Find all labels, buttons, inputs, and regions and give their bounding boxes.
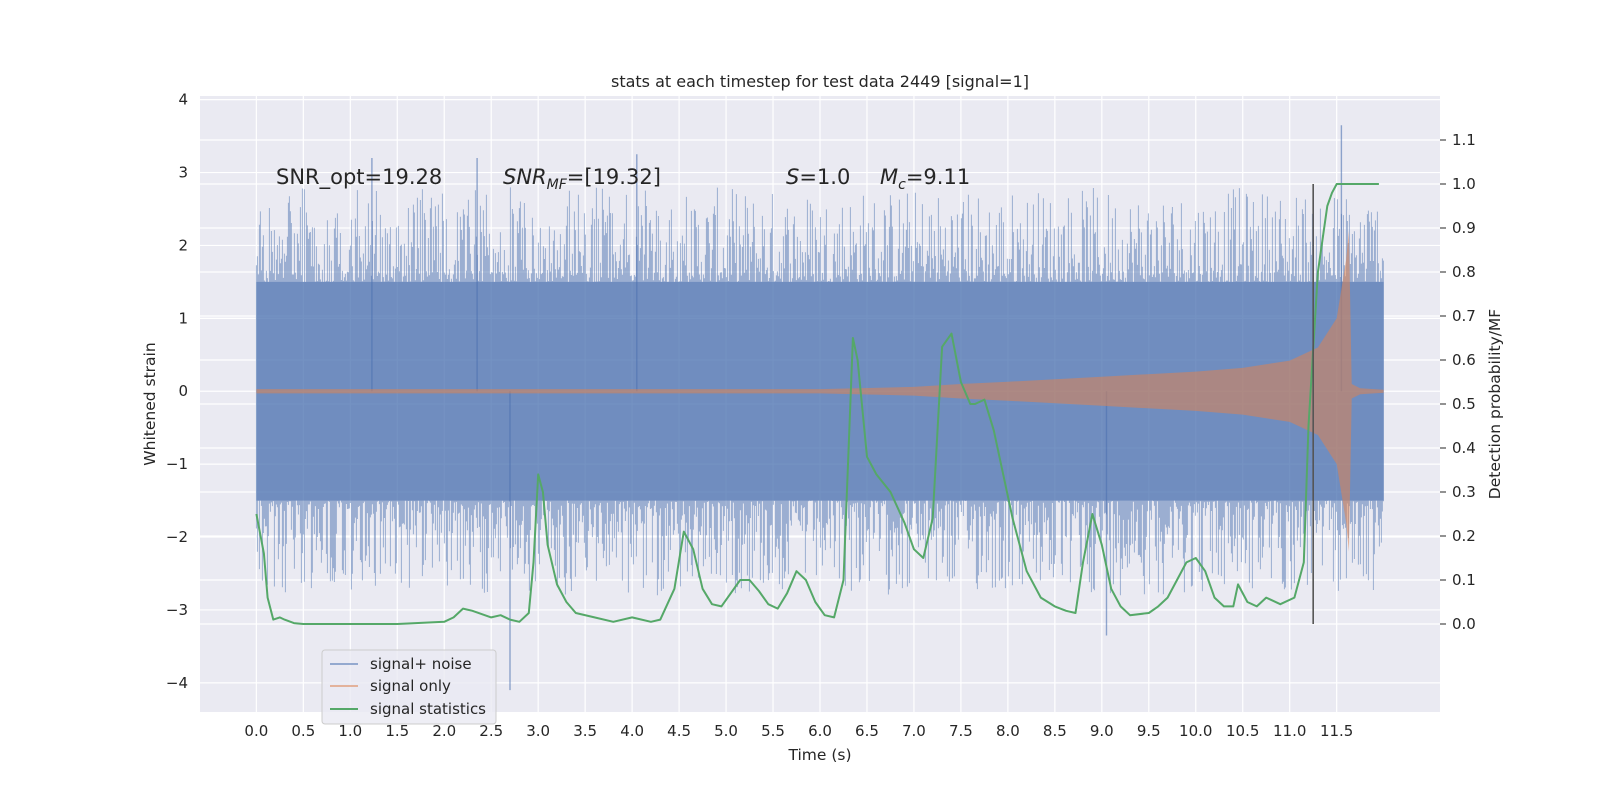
x-tick-label: 1.5 — [385, 722, 409, 740]
x-tick-label: 7.5 — [949, 722, 973, 740]
x-tick-label: 2.5 — [479, 722, 503, 740]
annotation-snr-mf: SNRMF=[19.32] — [503, 165, 661, 193]
y-tick-label: 2 — [178, 236, 188, 254]
signal-statistics-series — [255, 183, 1379, 625]
x-axis-label: Time (s) — [787, 746, 851, 764]
x-tick-label: 1.0 — [338, 722, 362, 740]
y2-tick-label: 0.4 — [1452, 439, 1476, 457]
y2-tick-label: 0.1 — [1452, 571, 1476, 589]
x-tick-label: 6.5 — [855, 722, 879, 740]
y2-tick-label: 0.7 — [1452, 307, 1476, 325]
x-tick-label: 5.0 — [714, 722, 738, 740]
y-tick-label: −4 — [166, 674, 188, 692]
y2-tick-label: 0.6 — [1452, 351, 1476, 369]
annotation-snr-opt: SNR_opt=19.28 — [276, 165, 442, 190]
y2-tick-label: 1.0 — [1452, 175, 1476, 193]
x-tick-label: 9.5 — [1137, 722, 1161, 740]
x-tick-label: 8.5 — [1043, 722, 1067, 740]
x-tick-label: 11.0 — [1273, 722, 1306, 740]
x-axis-ticks: 0.0 0.5 1.0 1.5 2.0 2.5 3.0 3.5 4.0 4.5 5.0 5.5 6.0 6… — [244, 722, 1353, 740]
legend-box — [321, 649, 497, 725]
y-tick-label: −3 — [166, 601, 188, 619]
y2-tick-label: 0.9 — [1452, 219, 1476, 237]
statistics-line — [255, 183, 1379, 625]
x-tick-label: 10.5 — [1226, 722, 1259, 740]
y2-tick-label: 0.8 — [1452, 263, 1476, 281]
legend-label-signal-only: signal only — [370, 677, 451, 695]
y-tick-label: −2 — [166, 528, 188, 546]
signal-only-series — [256, 230, 1384, 552]
x-tick-label: 3.0 — [526, 722, 550, 740]
x-tick-label: 0.5 — [291, 722, 315, 740]
y-axis-label: Whitened strain — [141, 342, 159, 465]
x-tick-label: 7.0 — [902, 722, 926, 740]
y2-axis-label: Detection probability/MF — [1486, 309, 1504, 500]
y2-tick-label: 1.1 — [1452, 131, 1476, 149]
legend-label-signal-noise: signal+ noise — [370, 655, 472, 673]
y-tick-label: 4 — [178, 91, 188, 109]
x-tick-label: 9.0 — [1090, 722, 1114, 740]
y2-axis-ticks: 1.1 1.0 0.9 0.8 0.7 0.6 0.5 0.4 0.3 0.2 0.1 0.0 — [1440, 131, 1476, 633]
x-tick-label: 8.0 — [996, 722, 1020, 740]
signal-envelope — [256, 230, 1384, 552]
y-tick-label: −1 — [166, 455, 188, 473]
y2-tick-label: 0.2 — [1452, 527, 1476, 545]
annotation-s: S=1.0 — [786, 165, 850, 189]
x-tick-label: 4.0 — [620, 722, 644, 740]
x-tick-label: 2.0 — [432, 722, 456, 740]
x-tick-label: 6.0 — [808, 722, 832, 740]
y-tick-label: 1 — [178, 309, 188, 327]
y2-tick-label: 0.3 — [1452, 483, 1476, 501]
y-tick-label: 0 — [178, 382, 188, 400]
chart-title: stats at each timestep for test data 244… — [611, 72, 1029, 91]
legend: signal+ noise signal only signal statist… — [321, 649, 497, 725]
y2-tick-label: 0.5 — [1452, 395, 1476, 413]
x-tick-label: 11.5 — [1320, 722, 1353, 740]
x-tick-label: 3.5 — [573, 722, 597, 740]
x-tick-label: 0.0 — [244, 722, 268, 740]
x-tick-label: 5.5 — [761, 722, 785, 740]
x-tick-label: 10.0 — [1179, 722, 1212, 740]
noise-peaks — [371, 125, 1343, 691]
y-axis-ticks: 4 3 2 1 0 −1 −2 −3 −4 — [166, 91, 188, 692]
x-tick-label: 4.5 — [667, 722, 691, 740]
annotation-mc: Mc=9.11 — [880, 165, 970, 193]
y-tick-label: 3 — [178, 164, 188, 182]
legend-label-signal-statistics: signal statistics — [370, 700, 486, 718]
y2-tick-label: 0.0 — [1452, 615, 1476, 633]
